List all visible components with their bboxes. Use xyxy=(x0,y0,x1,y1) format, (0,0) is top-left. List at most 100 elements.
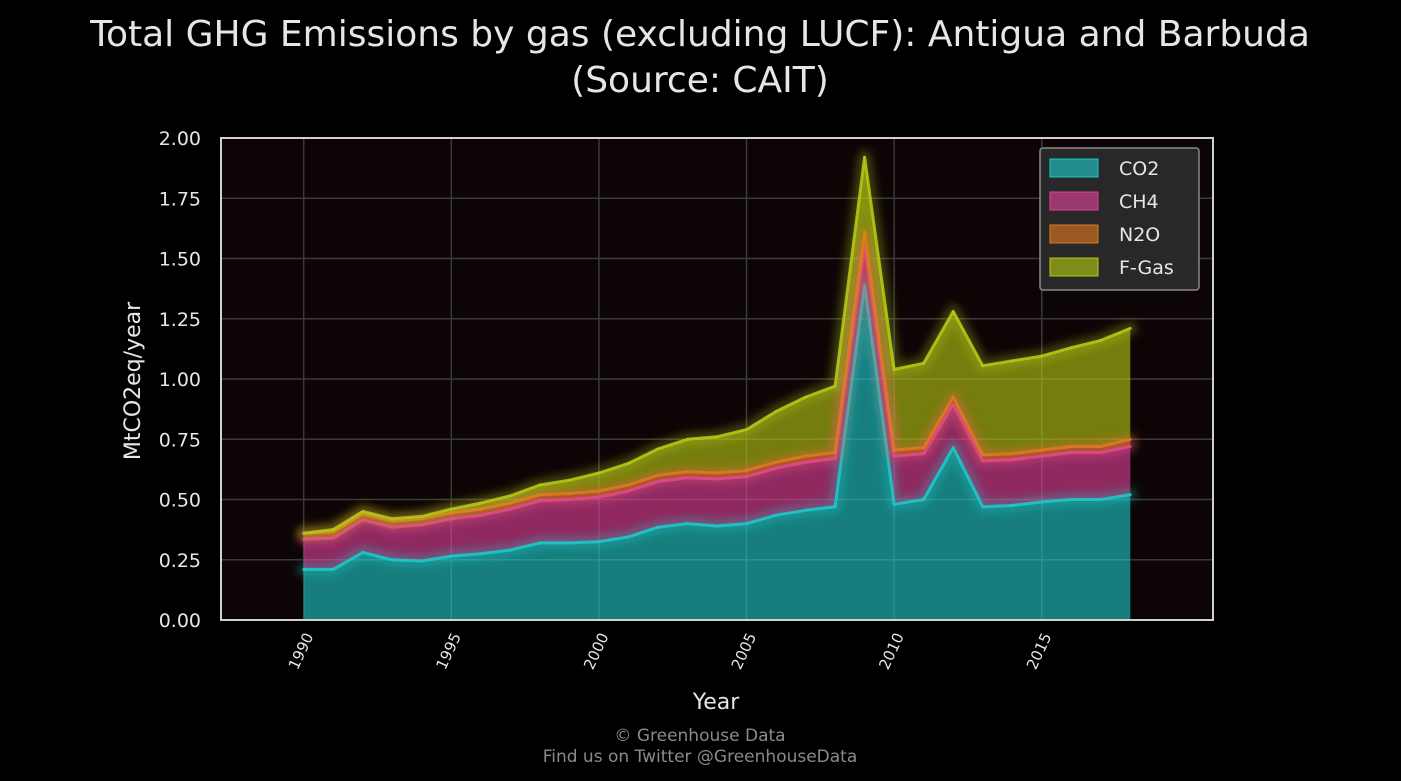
point-n2o xyxy=(951,395,955,399)
point-f-gas xyxy=(331,528,335,531)
point-f-gas xyxy=(863,155,866,159)
point-f-gas xyxy=(1040,354,1044,358)
point-co2 xyxy=(361,551,365,554)
point-n2o xyxy=(833,451,837,454)
point-f-gas xyxy=(1099,339,1103,342)
y-tick-label: 0.50 xyxy=(159,490,201,512)
point-f-gas xyxy=(833,384,837,388)
point-co2 xyxy=(804,508,807,512)
legend-swatch-f-gas xyxy=(1049,257,1099,277)
point-co2 xyxy=(1099,498,1103,501)
point-n2o xyxy=(922,446,926,450)
point-f-gas xyxy=(302,531,306,535)
point-f-gas xyxy=(981,364,985,368)
x-axis-label: Year xyxy=(692,690,741,715)
point-co2 xyxy=(302,568,306,571)
point-f-gas xyxy=(686,437,689,441)
point-f-gas xyxy=(715,435,719,439)
point-n2o xyxy=(656,474,660,477)
x-tick-label: 1990 xyxy=(285,630,317,672)
point-co2 xyxy=(1040,500,1044,504)
point-f-gas xyxy=(538,483,542,487)
point-f-gas xyxy=(1069,346,1073,350)
x-tick-label: 2010 xyxy=(875,630,907,672)
y-tick-label: 0.25 xyxy=(159,550,201,572)
footer-copyright: © Greenhouse Data xyxy=(614,726,785,746)
area-co2 xyxy=(303,285,1131,620)
point-f-gas xyxy=(361,510,365,513)
point-f-gas xyxy=(597,471,601,475)
point-co2 xyxy=(390,558,394,562)
x-tick-label: 2000 xyxy=(580,630,612,672)
point-co2 xyxy=(1010,504,1014,507)
point-co2 xyxy=(981,505,985,509)
point-f-gas xyxy=(951,310,955,313)
legend: CO2 CH4 N2O F-Gas xyxy=(1039,147,1200,291)
point-co2 xyxy=(686,522,689,525)
point-n2o xyxy=(863,230,866,234)
point-co2 xyxy=(331,568,335,571)
legend-label-ch4: CH4 xyxy=(1119,191,1159,213)
point-co2 xyxy=(833,505,837,509)
legend-swatch-ch4 xyxy=(1049,191,1099,211)
point-co2 xyxy=(892,502,896,506)
point-n2o xyxy=(686,470,689,474)
point-n2o xyxy=(804,454,807,458)
legend-label-co2: CO2 xyxy=(1119,158,1159,180)
point-n2o xyxy=(568,492,571,495)
plot-frame xyxy=(220,137,1214,621)
legend-label-n2o: N2O xyxy=(1119,224,1160,246)
point-f-gas xyxy=(892,368,896,371)
legend-box xyxy=(1039,147,1200,291)
point-n2o xyxy=(1128,437,1132,441)
point-n2o xyxy=(1010,452,1014,456)
chart-title-line-2: (Source: CAIT) xyxy=(571,60,829,101)
point-co2 xyxy=(1069,498,1073,501)
point-n2o xyxy=(597,489,601,493)
point-co2 xyxy=(1128,493,1132,497)
point-co2 xyxy=(774,513,778,517)
point-co2 xyxy=(922,498,926,501)
point-f-gas xyxy=(508,494,512,498)
point-n2o xyxy=(1040,448,1044,452)
point-co2 xyxy=(449,554,453,558)
y-axis-ticks: 0.00 0.25 0.50 0.75 1.00 1.25 1.50 1.75 2.00 xyxy=(159,128,201,632)
x-tick-label: 2005 xyxy=(728,630,760,672)
point-f-gas xyxy=(390,517,394,521)
legend-swatch-co2 xyxy=(1049,158,1099,178)
point-co2 xyxy=(420,559,424,563)
x-axis-ticks: 1990 1995 2000 2005 2010 2015 xyxy=(285,630,1056,672)
legend-label-f-gas: F-Gas xyxy=(1119,257,1174,279)
point-n2o xyxy=(1099,445,1103,448)
y-tick-label: 1.25 xyxy=(159,309,201,331)
point-n2o xyxy=(774,460,778,464)
point-f-gas xyxy=(1010,359,1014,363)
point-co2 xyxy=(656,525,660,529)
point-f-gas xyxy=(420,515,424,518)
point-n2o xyxy=(1069,445,1073,448)
y-tick-label: 1.75 xyxy=(159,188,201,210)
point-co2 xyxy=(508,548,512,552)
point-n2o xyxy=(892,448,896,452)
chart-title-line-1: Total GHG Emissions by gas (excluding LU… xyxy=(89,14,1310,55)
point-n2o xyxy=(715,471,719,475)
point-n2o xyxy=(745,469,748,472)
point-f-gas xyxy=(449,507,453,511)
point-f-gas xyxy=(745,428,748,431)
point-f-gas xyxy=(627,462,630,465)
y-tick-label: 1.00 xyxy=(159,369,201,391)
point-co2 xyxy=(627,535,630,539)
legend-swatch-n2o xyxy=(1049,224,1099,244)
point-f-gas xyxy=(804,395,807,399)
y-tick-label: 0.00 xyxy=(159,610,201,632)
point-f-gas xyxy=(568,478,571,482)
point-co2 xyxy=(715,524,719,528)
x-tick-label: 1995 xyxy=(432,630,464,672)
footer-twitter: Find us on Twitter @GreenhouseData xyxy=(543,747,858,767)
y-tick-label: 1.50 xyxy=(159,249,201,271)
point-co2 xyxy=(538,541,542,545)
point-co2 xyxy=(951,446,955,450)
point-n2o xyxy=(627,483,630,487)
y-axis-label: MtCO2eq/year xyxy=(121,301,146,460)
